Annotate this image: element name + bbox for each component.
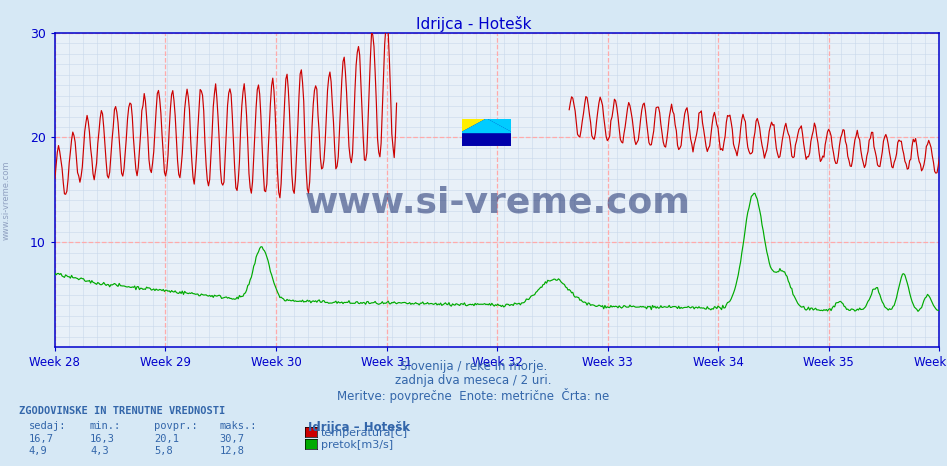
- Text: povpr.:: povpr.:: [154, 421, 198, 431]
- Text: zadnja dva meseca / 2 uri.: zadnja dva meseca / 2 uri.: [395, 374, 552, 387]
- Text: ZGODOVINSKE IN TRENUTNE VREDNOSTI: ZGODOVINSKE IN TRENUTNE VREDNOSTI: [19, 406, 225, 416]
- Polygon shape: [487, 119, 511, 132]
- Text: 16,3: 16,3: [90, 434, 115, 444]
- Text: 12,8: 12,8: [220, 446, 244, 456]
- Text: Idrijca – Hotešk: Idrijca – Hotešk: [308, 421, 410, 434]
- Polygon shape: [462, 119, 511, 132]
- Text: maks.:: maks.:: [220, 421, 258, 431]
- Polygon shape: [462, 119, 511, 146]
- Polygon shape: [462, 119, 487, 132]
- Text: www.si-vreme.com: www.si-vreme.com: [2, 161, 11, 240]
- Text: 20,1: 20,1: [154, 434, 179, 444]
- Text: temperatura[C]: temperatura[C]: [321, 428, 408, 438]
- Text: Meritve: povprečne  Enote: metrične  Črta: ne: Meritve: povprečne Enote: metrične Črta:…: [337, 388, 610, 403]
- Text: 5,8: 5,8: [154, 446, 173, 456]
- Text: 4,3: 4,3: [90, 446, 109, 456]
- Text: www.si-vreme.com: www.si-vreme.com: [304, 185, 690, 219]
- Text: pretok[m3/s]: pretok[m3/s]: [321, 440, 393, 450]
- Text: 4,9: 4,9: [28, 446, 47, 456]
- Text: Slovenija / reke in morje.: Slovenija / reke in morje.: [400, 360, 547, 373]
- Text: 16,7: 16,7: [28, 434, 53, 444]
- Text: sedaj:: sedaj:: [28, 421, 66, 431]
- Text: Idrijca - Hotešk: Idrijca - Hotešk: [416, 16, 531, 32]
- Text: 30,7: 30,7: [220, 434, 244, 444]
- Text: min.:: min.:: [90, 421, 121, 431]
